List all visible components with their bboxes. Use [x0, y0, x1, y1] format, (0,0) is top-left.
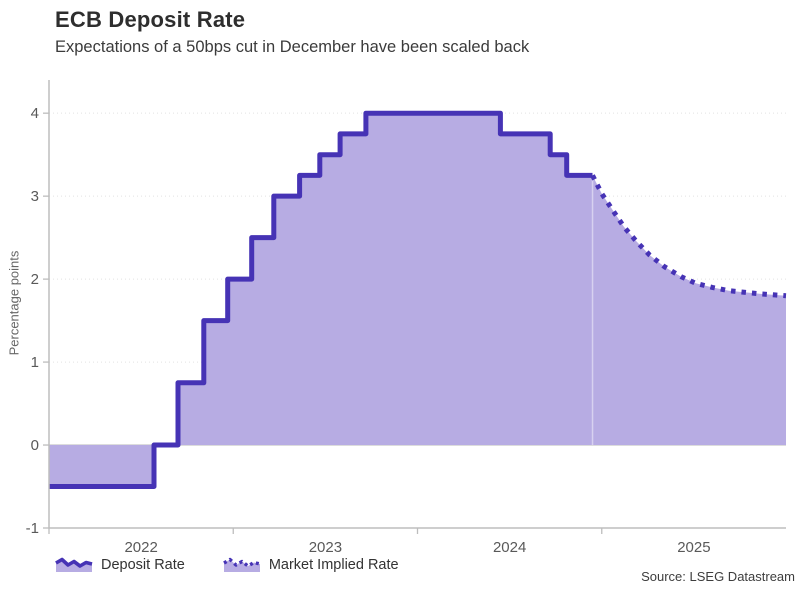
legend-label-deposit-rate: Deposit Rate [101, 556, 185, 573]
y-tick-label: -1 [26, 520, 39, 537]
x-tick-label: 2025 [677, 539, 710, 556]
y-tick-label: 1 [31, 354, 39, 371]
page-title: ECB Deposit Rate [55, 7, 246, 32]
deposit-rate-line [49, 110, 593, 489]
legend: Deposit Rate Market Implied Rate [55, 556, 399, 573]
y-tick-label: 4 [31, 105, 39, 122]
x-tick-label: 2024 [493, 539, 526, 556]
y-tick-label: 0 [31, 437, 39, 454]
market-implied-line [590, 174, 787, 299]
x-tick-label: 2022 [124, 539, 157, 556]
source-credit: Source: LSEG Datastream [641, 569, 795, 584]
y-tick-label: 3 [31, 188, 39, 205]
page-subtitle: Expectations of a 50bps cut in December … [55, 38, 530, 56]
legend-item-deposit-rate: Deposit Rate [55, 556, 185, 573]
area-fill [49, 113, 786, 487]
y-tick-label: 2 [31, 271, 39, 288]
x-tick-label: 2023 [309, 539, 342, 556]
deposit-rate-swatch-icon [55, 557, 93, 572]
legend-item-market-implied-rate: Market Implied Rate [222, 556, 399, 573]
legend-label-market-implied-rate: Market Implied Rate [268, 556, 399, 573]
market-implied-rate-swatch-icon [222, 557, 261, 572]
